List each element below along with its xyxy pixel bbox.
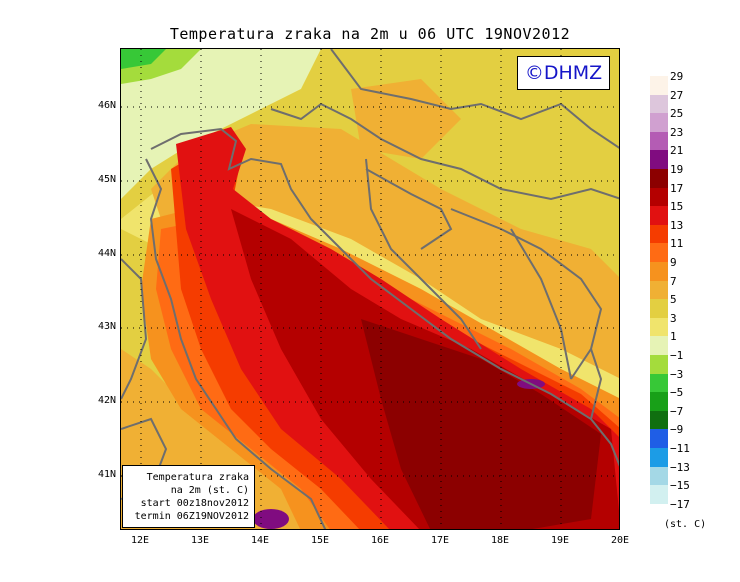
legend-label: −11 (670, 442, 690, 455)
legend-swatch (650, 280, 668, 300)
legend-label: −17 (670, 497, 690, 511)
lon-label-15e: 15E (310, 535, 330, 546)
lon-label-16e: 16E (370, 535, 390, 546)
legend-label: 11 (670, 237, 684, 251)
lat-label-43n: 43N (97, 321, 116, 332)
legend-label: −1 (670, 349, 684, 362)
field-21c-spot2 (253, 509, 289, 529)
legend-label: 29 (670, 70, 684, 83)
lon-label-18e: 18E (490, 535, 510, 546)
field-1c (121, 49, 321, 199)
lon-label-13e: 13E (190, 535, 210, 546)
legend-label: −7 (670, 404, 684, 418)
lat-label-45n: 45N (97, 174, 116, 185)
legend-swatch (650, 373, 668, 393)
legend-swatch (650, 187, 668, 207)
legend-label: 3 (670, 311, 677, 325)
legend-swatch (650, 336, 668, 355)
field-7c-patch1 (351, 79, 461, 159)
legend-label: 13 (670, 218, 684, 232)
lat-label-41n: 41N (97, 469, 116, 480)
legend-swatch (650, 429, 668, 448)
legend-label: 19 (670, 163, 684, 176)
lon-label-14e: 14E (250, 535, 270, 546)
legend-swatch (650, 131, 668, 151)
legend-swatch (650, 243, 668, 262)
info-line-4: termin 06Z19NOV2012 (134, 511, 249, 522)
legend-label: −5 (670, 386, 684, 400)
legend-label: 27 (670, 88, 684, 102)
legend-swatch (650, 169, 668, 188)
legend-label: 25 (670, 107, 684, 121)
lat-label-46n: 46N (97, 100, 116, 111)
lon-label-19e: 19E (550, 535, 570, 546)
legend-swatch (650, 466, 668, 486)
legend-label: 21 (670, 144, 684, 158)
legend-swatch (650, 410, 668, 430)
map-title: Temperatura zraka na 2m u 06 UTC 19NOV20… (169, 25, 571, 43)
legend-label: −9 (670, 423, 684, 437)
legend-swatch (650, 448, 668, 467)
legend-label: 7 (670, 274, 677, 288)
legend-swatch (650, 94, 668, 114)
legend-swatch (650, 76, 668, 95)
lon-label-20e: 20E (610, 535, 630, 546)
info-line-1: Temperatura zraka (146, 472, 249, 483)
legend-swatch (650, 299, 668, 318)
legend-label: 17 (670, 181, 684, 195)
legend-swatch (650, 150, 668, 169)
legend-unit: (st. C) (664, 519, 707, 530)
legend-label: 1 (670, 330, 677, 344)
legend-label: 9 (670, 256, 677, 269)
legend-label: 5 (670, 293, 677, 307)
info-line-3: start 00z18nov2012 (140, 498, 249, 509)
legend-label: −13 (670, 460, 690, 474)
legend-swatch (650, 317, 668, 337)
legend-swatch (650, 392, 668, 411)
legend-swatch (650, 485, 668, 504)
dhmz-watermark: ©DHMZ (517, 56, 610, 90)
legend-swatch (650, 224, 668, 244)
temperature-map (120, 48, 620, 530)
legend-swatch (650, 262, 668, 281)
legend-label: −15 (670, 479, 690, 493)
info-line-2: na 2m (st. C) (170, 485, 249, 496)
legend-swatch (650, 355, 668, 374)
legend-swatch (650, 113, 668, 132)
lat-label-42n: 42N (97, 395, 116, 406)
legend-label: 15 (670, 200, 684, 214)
field-7c-coast (151, 124, 619, 378)
graticule (121, 49, 619, 529)
lon-label-12e: 12E (130, 535, 150, 546)
lon-label-17e: 17E (430, 535, 450, 546)
legend-swatch (650, 503, 668, 523)
legend-label: −3 (670, 367, 684, 381)
field-minus3c (121, 49, 166, 69)
legend-swatch (650, 206, 668, 225)
temperature-field (121, 49, 619, 529)
lat-label-44n: 44N (97, 248, 116, 259)
info-box: Temperatura zraka na 2m (st. C) start 00… (122, 465, 255, 528)
legend-label: 23 (670, 125, 684, 139)
